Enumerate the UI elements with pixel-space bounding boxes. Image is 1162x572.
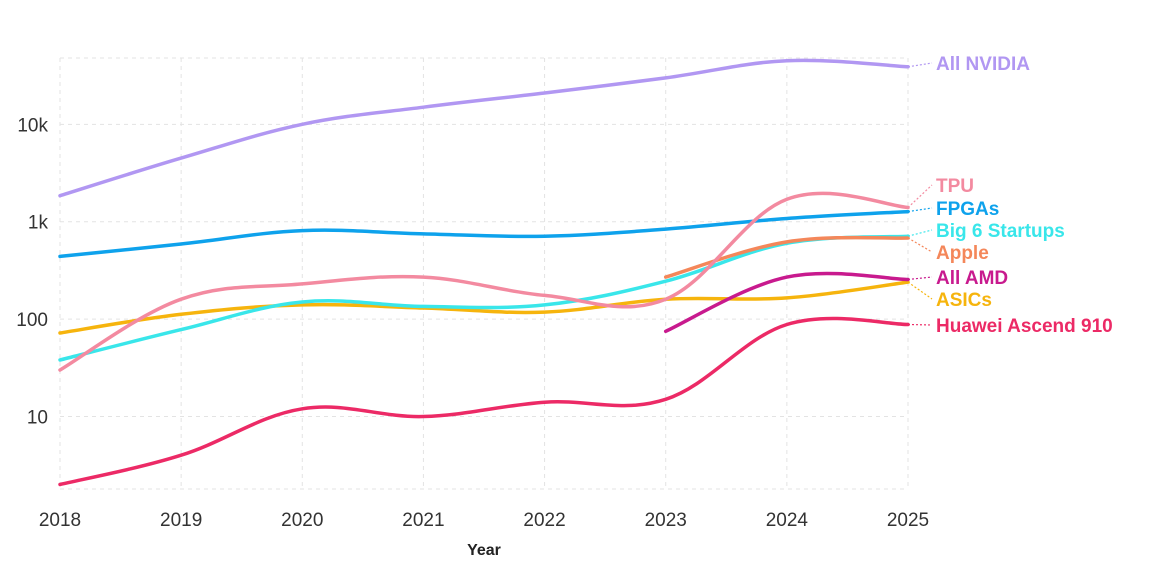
- grid: [59, 57, 909, 490]
- label-connector-fpgas: [907, 207, 933, 213]
- series-label-all-amd: All AMD: [936, 268, 1008, 289]
- series-label-fpgas: FPGAs: [936, 199, 999, 220]
- x-tick-label: 2020: [281, 510, 323, 531]
- series-label-big-6-startups: Big 6 Startups: [936, 221, 1065, 242]
- series-line-fpgas: [58, 209, 910, 259]
- series-lines: [58, 58, 910, 487]
- x-tick-label: 2021: [402, 510, 444, 531]
- x-tick-label: 2018: [39, 510, 81, 531]
- series-label-apple: Apple: [936, 243, 989, 264]
- label-connector-tpu: [907, 184, 933, 208]
- label-connector-asics: [907, 281, 933, 300]
- x-tick-label: 2019: [160, 510, 202, 531]
- x-tick-label: 2025: [887, 510, 929, 531]
- series-line-tpu: [58, 191, 910, 372]
- series-line-huawei-ascend-910: [58, 316, 910, 487]
- axis-ticks: 2018 2019 2020 2021 2022 2023 2024 2025 10 100 1k 1…: [16, 115, 929, 531]
- series-label-all-nvidia: All NVIDIA: [936, 54, 1030, 75]
- series-label-huawei-ascend-910: Huawei Ascend 910: [936, 316, 1113, 337]
- x-tick-label: 2023: [645, 510, 687, 531]
- x-axis-title: Year: [467, 542, 501, 559]
- series-label-asics: ASICs: [936, 290, 992, 311]
- y-tick-label: 100: [16, 310, 48, 331]
- series-line-all-nvidia: [58, 58, 910, 198]
- y-tick-label: 10k: [17, 115, 48, 136]
- series-line-apple: [663, 235, 910, 279]
- x-tick-label: 2022: [523, 510, 565, 531]
- series-label-tpu: TPU: [936, 176, 974, 197]
- y-tick-label: 10: [27, 407, 48, 428]
- series-line-asics: [58, 280, 910, 335]
- label-connector-big-6-startups: [907, 229, 933, 237]
- label-connector-all-nvidia: [907, 62, 933, 68]
- label-connector-apple: [907, 237, 933, 253]
- label-connector-huawei-ascend-910: [907, 323, 933, 326]
- y-tick-label: 1k: [28, 213, 49, 234]
- label-connector-all-amd: [907, 276, 933, 281]
- series-line-all-amd: [663, 271, 910, 334]
- x-tick-label: 2024: [766, 510, 809, 531]
